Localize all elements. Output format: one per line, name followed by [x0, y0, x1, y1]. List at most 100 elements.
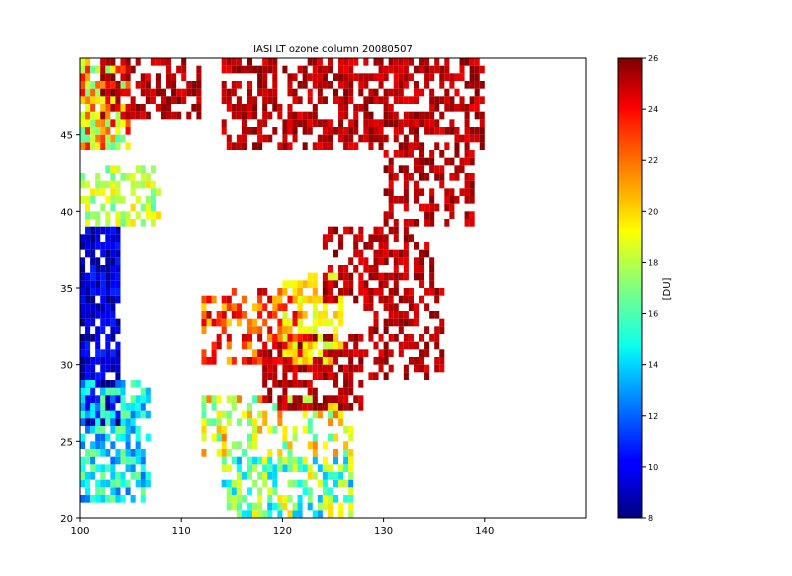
heatmap-cell [322, 349, 328, 357]
heatmap-cell [252, 464, 258, 472]
x-axis: 100 110 120 130 140 [70, 518, 494, 537]
heatmap-cell [343, 341, 349, 350]
heatmap-cell [287, 326, 293, 334]
heatmap-cell [429, 219, 435, 227]
heatmap-cell [110, 88, 116, 97]
heatmap-cell [85, 272, 91, 281]
heatmap-cell [474, 58, 480, 66]
heatmap-cell [297, 295, 303, 304]
heatmap-cell [135, 472, 141, 480]
heatmap-cell [333, 226, 339, 235]
heatmap-cell [125, 211, 131, 219]
heatmap-cell [85, 426, 91, 434]
heatmap-cell [80, 380, 86, 388]
heatmap-cell [292, 502, 298, 511]
heatmap-cell [353, 142, 359, 150]
heatmap-cell [246, 456, 253, 465]
heatmap-cell [125, 487, 131, 495]
heatmap-cell [90, 456, 96, 465]
heatmap-cell [120, 173, 126, 181]
heatmap-cell [403, 272, 409, 281]
heatmap-cell [246, 418, 253, 426]
heatmap-cell [419, 203, 425, 212]
heatmap-cell [125, 127, 131, 135]
heatmap-cell [120, 418, 126, 426]
heatmap-cell [454, 196, 460, 204]
heatmap-cell [201, 326, 207, 334]
heatmap-cell [317, 119, 323, 127]
heatmap-cell [80, 311, 86, 319]
heatmap-cell [201, 418, 207, 426]
heatmap-cell [312, 65, 318, 74]
heatmap-cell [257, 65, 263, 74]
heatmap-cell [292, 88, 298, 97]
heatmap-cell [403, 196, 409, 204]
heatmap-cell [95, 127, 101, 135]
heatmap-cell [338, 349, 344, 357]
heatmap-cell [413, 265, 420, 273]
heatmap-cell [201, 426, 207, 434]
heatmap-cell [327, 134, 333, 143]
heatmap-cell [429, 111, 435, 120]
heatmap-cell [464, 127, 470, 135]
heatmap-cell [120, 479, 126, 488]
heatmap-cell [393, 219, 399, 227]
heatmap-cell [241, 104, 247, 112]
heatmap-cell [85, 418, 91, 426]
y-tick-label: 20 [60, 514, 73, 525]
heatmap-cell [105, 119, 111, 127]
heatmap-cell [85, 111, 91, 120]
heatmap-cell [221, 311, 227, 319]
heatmap-cell [186, 81, 192, 89]
heatmap-cell [479, 81, 485, 89]
heatmap-cell [307, 395, 313, 403]
heatmap-cell [449, 157, 455, 166]
heatmap-cell [105, 65, 111, 74]
heatmap-cell [317, 502, 323, 511]
heatmap-cell [388, 226, 394, 235]
heatmap-cell [110, 196, 116, 204]
heatmap-cell [231, 311, 237, 319]
heatmap-cell [110, 73, 116, 81]
heatmap-cell [95, 495, 101, 503]
heatmap-cell [424, 372, 430, 380]
heatmap-cell [100, 111, 106, 120]
heatmap-cell [348, 456, 354, 465]
heatmap-cell [469, 65, 475, 74]
heatmap-cell [241, 295, 247, 304]
heatmap-cell [130, 449, 136, 457]
heatmap-cell [110, 234, 116, 242]
heatmap-cell [267, 495, 273, 503]
heatmap-cell [403, 288, 409, 296]
heatmap-cell [464, 188, 470, 196]
heatmap-cell [393, 173, 399, 181]
heatmap-cell [383, 96, 389, 104]
heatmap-cell [105, 449, 111, 457]
heatmap-cell [100, 326, 106, 334]
heatmap-cell [80, 127, 86, 135]
heatmap-cell [110, 288, 116, 296]
heatmap-cell [292, 349, 298, 357]
heatmap-cell [100, 311, 106, 319]
heatmap-cell [408, 234, 414, 242]
heatmap-cell [85, 81, 91, 89]
heatmap-cell [120, 433, 126, 442]
heatmap-cell [348, 472, 354, 480]
heatmap-cell [378, 295, 384, 304]
heatmap-cell [90, 242, 96, 250]
heatmap-cell [393, 88, 399, 97]
heatmap-cell [398, 257, 404, 265]
heatmap-cell [434, 127, 440, 135]
heatmap-cell [130, 456, 136, 465]
heatmap-cell [221, 81, 227, 89]
heatmap-cell [110, 58, 116, 66]
heatmap-cell [302, 479, 308, 488]
heatmap-cell [388, 203, 394, 212]
heatmap-cell [186, 88, 192, 97]
heatmap-cell [110, 65, 116, 74]
heatmap-cell [474, 81, 480, 89]
heatmap-cell [439, 65, 445, 74]
heatmap-cell [90, 334, 96, 342]
heatmap-cell [302, 334, 308, 342]
heatmap-cell [105, 58, 111, 66]
